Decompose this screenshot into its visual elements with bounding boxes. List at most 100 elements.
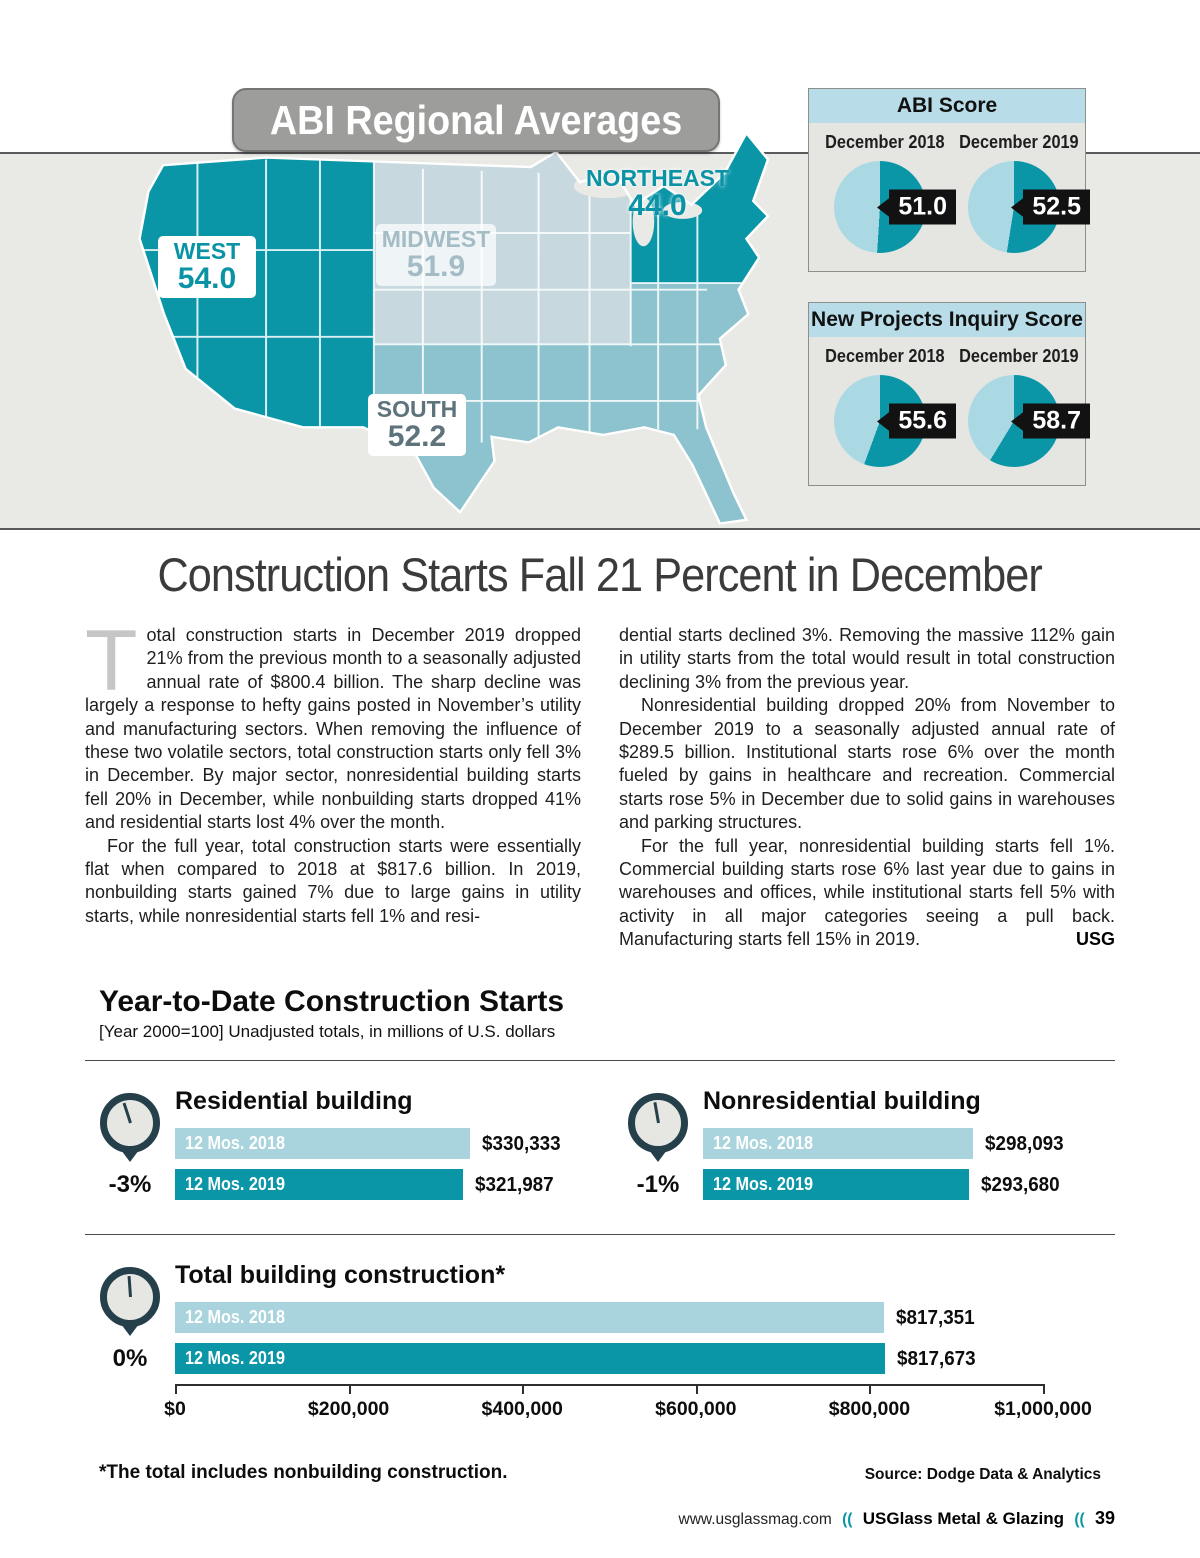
footer-url[interactable]: www.usglassmag.com bbox=[678, 1511, 832, 1529]
footer-magazine-name: USGlass Metal & Glazing bbox=[862, 1509, 1065, 1529]
axis-tick bbox=[1043, 1384, 1045, 1395]
region-name: NORTHEAST bbox=[585, 165, 730, 191]
bar-row: 12 Mos. 2018 $298,093 bbox=[703, 1128, 1064, 1160]
score-value: 55.6 bbox=[898, 406, 947, 435]
divider bbox=[85, 1234, 1115, 1236]
region-value: 52.2 bbox=[387, 420, 447, 454]
bar-2019: 12 Mos. 2019 bbox=[175, 1169, 463, 1201]
bar-row: 12 Mos. 2019 $293,680 bbox=[703, 1169, 1060, 1201]
axis-tick bbox=[869, 1384, 872, 1395]
bar-row: 12 Mos. 2018 $330,333 bbox=[175, 1128, 561, 1160]
gauge-needle bbox=[122, 1103, 132, 1124]
bar-2019: 12 Mos. 2019 bbox=[175, 1343, 885, 1375]
axis-tick-label: $400,000 bbox=[481, 1398, 563, 1421]
gauge-needle bbox=[127, 1276, 132, 1298]
bar-value: $293,680 bbox=[981, 1172, 1060, 1196]
chart-total: 0% Total building construction* 12 Mos. … bbox=[85, 1259, 1115, 1434]
column-label: December 2019 bbox=[959, 131, 1079, 152]
footer-separator: (( bbox=[842, 1511, 853, 1529]
chart-footer-row: *The total includes nonbuilding construc… bbox=[85, 1462, 1115, 1484]
column-label: December 2019 bbox=[959, 345, 1079, 366]
panel-title: New Projects Inquiry Score bbox=[809, 303, 1085, 337]
chart-section-title: Year-to-Date Construction Starts bbox=[99, 985, 565, 1019]
change-percent: -3% bbox=[108, 1171, 152, 1199]
axis-tick-label: $0 bbox=[164, 1398, 186, 1421]
change-percent: -1% bbox=[636, 1171, 680, 1199]
article-column-2: dential starts declined 3%. Removing the… bbox=[619, 624, 1115, 951]
paragraph: dential starts declined 3%. Removing the… bbox=[619, 625, 1115, 692]
axis-tick bbox=[175, 1384, 177, 1395]
axis-tick-label: $1,000,000 bbox=[994, 1398, 1092, 1421]
divider bbox=[85, 1060, 1115, 1062]
page-number: 39 bbox=[1094, 1508, 1115, 1529]
chart-title: Nonresidential building bbox=[703, 1087, 981, 1116]
region-northeast-label: NORTHEAST 44.0 bbox=[570, 166, 745, 222]
paragraph: For the full year, total construction st… bbox=[85, 835, 581, 926]
bar-value: $321,987 bbox=[474, 1172, 554, 1196]
map-title-box: ABI Regional Averages bbox=[232, 88, 720, 152]
bar-row: 12 Mos. 2019 $817,673 bbox=[175, 1343, 1043, 1375]
axis-tick bbox=[348, 1384, 351, 1395]
panel-title: ABI Score bbox=[809, 89, 1085, 123]
chart-section-subtitle: [Year 2000=100] Unadjusted totals, in mi… bbox=[99, 1022, 556, 1042]
score-tag: 58.7 bbox=[1023, 403, 1090, 439]
score-column-2019: December 2019 58.7 bbox=[951, 345, 1090, 467]
bar-2018: 12 Mos. 2018 bbox=[175, 1302, 885, 1334]
charts-row-1: -3% Residential building 12 Mos. 2018 $3… bbox=[85, 1061, 1115, 1216]
score-value: 51.0 bbox=[898, 192, 947, 221]
bar-value: $817,673 bbox=[896, 1346, 976, 1370]
gauge-needle bbox=[652, 1102, 660, 1124]
abi-hero-section: WEST 54.0 MIDWEST 51.9 SOUTH 52.2 NORTHE… bbox=[0, 0, 1200, 533]
region-name: WEST bbox=[173, 238, 241, 264]
axis-tick-label: $800,000 bbox=[828, 1398, 911, 1421]
gauge-icon bbox=[100, 1093, 160, 1154]
region-name: SOUTH bbox=[376, 396, 458, 422]
region-south-label: SOUTH 52.2 bbox=[368, 394, 466, 456]
chart-nonresidential: -1% Nonresidential building 12 Mos. 2018… bbox=[613, 1085, 1115, 1210]
score-column-2018: December 2018 51.0 bbox=[817, 131, 956, 253]
score-tag: 55.6 bbox=[889, 403, 956, 439]
us-map-svg bbox=[138, 130, 770, 525]
axis-tick-label: $200,000 bbox=[307, 1398, 390, 1421]
inquiry-score-panel: New Projects Inquiry Score December 2018… bbox=[808, 302, 1090, 486]
chart-section-header: Year-to-Date Construction Starts [Year 2… bbox=[85, 985, 1115, 1042]
region-value: 44.0 bbox=[628, 189, 687, 223]
bar-row: 12 Mos. 2019 $321,987 bbox=[175, 1169, 553, 1201]
bar-value: $298,093 bbox=[985, 1131, 1064, 1155]
chart-source: Source: Dodge Data & Analytics bbox=[864, 1466, 1101, 1484]
drop-cap: T bbox=[85, 613, 138, 709]
footer-separator: (( bbox=[1074, 1511, 1085, 1529]
region-value: 51.9 bbox=[406, 250, 466, 284]
bar-2019: 12 Mos. 2019 bbox=[703, 1169, 969, 1201]
score-value: 58.7 bbox=[1032, 406, 1081, 435]
gauge-icon bbox=[100, 1267, 160, 1328]
bar-value: $330,333 bbox=[482, 1131, 561, 1155]
region-west bbox=[139, 133, 374, 524]
region-midwest-label: MIDWEST 51.9 bbox=[376, 224, 496, 286]
axis-tick-label: $600,000 bbox=[655, 1398, 737, 1421]
score-tag: 51.0 bbox=[889, 189, 956, 225]
us-map: WEST 54.0 MIDWEST 51.9 SOUTH 52.2 NORTHE… bbox=[70, 118, 815, 533]
region-name: MIDWEST bbox=[381, 226, 491, 252]
paragraph: Nonresidential building dropped 20% from… bbox=[619, 695, 1115, 833]
axis-tick bbox=[522, 1384, 525, 1395]
chart-title: Total building construction* bbox=[175, 1261, 506, 1290]
charts-row-2: 0% Total building construction* 12 Mos. … bbox=[85, 1235, 1115, 1434]
change-percent: 0% bbox=[112, 1345, 148, 1373]
bar-value: $817,351 bbox=[896, 1305, 976, 1329]
chart-title: Residential building bbox=[175, 1087, 413, 1116]
page-footer: www.usglassmag.com (( USGlass Metal & Gl… bbox=[85, 1508, 1116, 1529]
score-tag: 52.5 bbox=[1023, 189, 1090, 225]
score-value: 52.5 bbox=[1032, 192, 1081, 221]
bar-2018: 12 Mos. 2018 bbox=[703, 1128, 973, 1160]
paragraph: For the full year, nonresidential buildi… bbox=[619, 835, 1115, 952]
end-mark: USG bbox=[1075, 929, 1115, 950]
score-column-2019: December 2019 52.5 bbox=[951, 131, 1090, 253]
score-column-2018: December 2018 55.6 bbox=[817, 345, 956, 467]
axis-line bbox=[175, 1384, 1043, 1387]
gauge-icon bbox=[628, 1093, 688, 1154]
state-borders bbox=[139, 157, 757, 449]
abi-score-panel: ABI Score December 2018 51.0 December 20… bbox=[808, 88, 1090, 272]
column-label: December 2018 bbox=[825, 345, 945, 366]
